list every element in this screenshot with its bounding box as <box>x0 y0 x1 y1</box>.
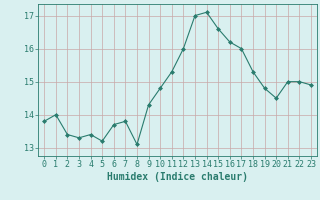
X-axis label: Humidex (Indice chaleur): Humidex (Indice chaleur) <box>107 172 248 182</box>
